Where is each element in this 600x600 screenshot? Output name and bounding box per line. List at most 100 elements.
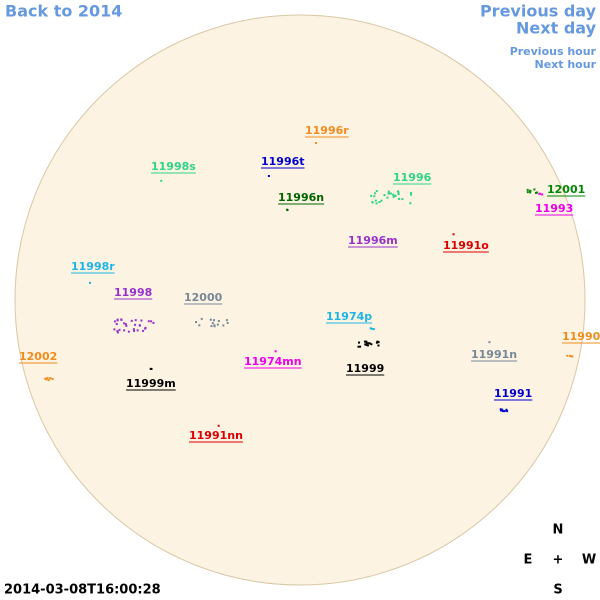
sunspot [132, 328, 135, 331]
compass-west: W [582, 553, 596, 568]
sunspot [533, 188, 536, 191]
sunspot [401, 198, 404, 201]
sunspot [368, 342, 371, 345]
sunspot [392, 195, 395, 198]
sunspot [51, 378, 54, 381]
sunspot [377, 344, 380, 347]
previous-hour-link[interactable]: Previous hour [510, 45, 597, 58]
sunspot [127, 330, 130, 333]
sunspot [377, 341, 380, 344]
sunspot [217, 424, 220, 427]
sunspot [380, 199, 383, 202]
sunspot [503, 410, 506, 413]
region-label[interactable]: 11991nn [189, 429, 243, 442]
sunspot [136, 329, 139, 332]
sunspot [366, 344, 369, 347]
sunspot [378, 201, 381, 204]
sunspot [367, 342, 370, 345]
sunspot [357, 345, 360, 348]
region-label[interactable]: 11991o [443, 239, 489, 252]
sunspot [47, 379, 50, 382]
sunspot [286, 208, 289, 211]
region-label[interactable]: 11991n [471, 348, 517, 361]
sunspot [267, 175, 270, 178]
region-label[interactable]: 11996n [278, 191, 324, 204]
region-label[interactable]: 11996r [305, 124, 349, 137]
region-label[interactable]: 11974p [326, 310, 372, 323]
region-label[interactable]: 11993 [535, 202, 573, 215]
sunspot [195, 321, 198, 324]
region-label[interactable]: 12000 [184, 291, 223, 304]
timestamp: 2014-03-08T16:00:28 [4, 583, 161, 598]
next-day-link[interactable]: Next day [516, 19, 597, 38]
previous-day-link[interactable]: Previous day [480, 2, 597, 21]
sunspot [538, 192, 541, 195]
sunspot [370, 343, 373, 346]
sunspot [376, 340, 379, 343]
sunspot [213, 325, 216, 328]
sunspot [526, 188, 529, 191]
region-labels: 11996r 11998s 11996t 11996 12001 11996n 11993 1… [19, 124, 600, 443]
sunspot [130, 319, 133, 322]
region-label[interactable]: 11996 [393, 171, 432, 184]
sunspot [386, 196, 389, 199]
region-label[interactable]: 11998 [114, 286, 152, 299]
region-label[interactable]: 11999 [346, 362, 384, 375]
sunspot [222, 324, 225, 327]
region-label[interactable]: 11998s [151, 160, 196, 173]
sunspot [529, 191, 532, 194]
sunspot [209, 318, 212, 321]
sunspot [526, 191, 529, 194]
sunspot [394, 194, 397, 197]
sunspot [502, 410, 505, 413]
sunspot [365, 344, 368, 347]
region-label[interactable]: 11991 [494, 387, 532, 400]
sunspot [213, 319, 216, 322]
next-hour-link[interactable]: Next hour [535, 58, 597, 71]
sunspot [499, 408, 502, 411]
sunspot [358, 341, 361, 344]
sunspot [383, 194, 386, 197]
sunspot [535, 191, 538, 194]
sunspot [371, 201, 374, 204]
sunspot [375, 190, 378, 193]
compass-south: S [553, 583, 562, 598]
sunspot [217, 319, 220, 322]
sunspot [505, 408, 508, 411]
sunspot [410, 193, 413, 196]
sunspot [500, 409, 503, 412]
solar-disk [14, 14, 586, 586]
region-label[interactable]: 11990 [562, 330, 600, 343]
sunspot [113, 328, 116, 331]
sunspot [125, 324, 128, 327]
region-label[interactable]: 11996t [261, 155, 305, 168]
sunspot [211, 322, 214, 325]
sunspot [375, 341, 378, 344]
sunspot [216, 323, 219, 326]
sunspot [140, 319, 143, 322]
region-label[interactable]: 11996m [348, 234, 398, 247]
back-link[interactable]: Back to 2014 [5, 2, 122, 21]
region-label[interactable]: 11999m [126, 377, 176, 390]
sunspot [116, 330, 119, 333]
region-label[interactable]: 12001 [547, 183, 585, 196]
region-label[interactable]: 12002 [19, 350, 57, 363]
sunspot [160, 179, 163, 182]
sunspot [488, 341, 491, 344]
sunspot [375, 202, 378, 205]
sunspot [274, 350, 277, 353]
sunspot [392, 193, 395, 196]
sunspot [397, 191, 400, 194]
region-label[interactable]: 11974mn [244, 355, 302, 368]
sunspot [89, 281, 92, 284]
sunspot [133, 329, 136, 332]
sunspot [501, 408, 504, 411]
sunspot [409, 202, 412, 205]
compass-north: N [553, 523, 564, 538]
sunspot [45, 378, 48, 381]
sunspot [569, 354, 572, 357]
sunspot [373, 195, 376, 198]
region-label[interactable]: 11998r [71, 260, 115, 273]
sunspot [200, 317, 203, 320]
